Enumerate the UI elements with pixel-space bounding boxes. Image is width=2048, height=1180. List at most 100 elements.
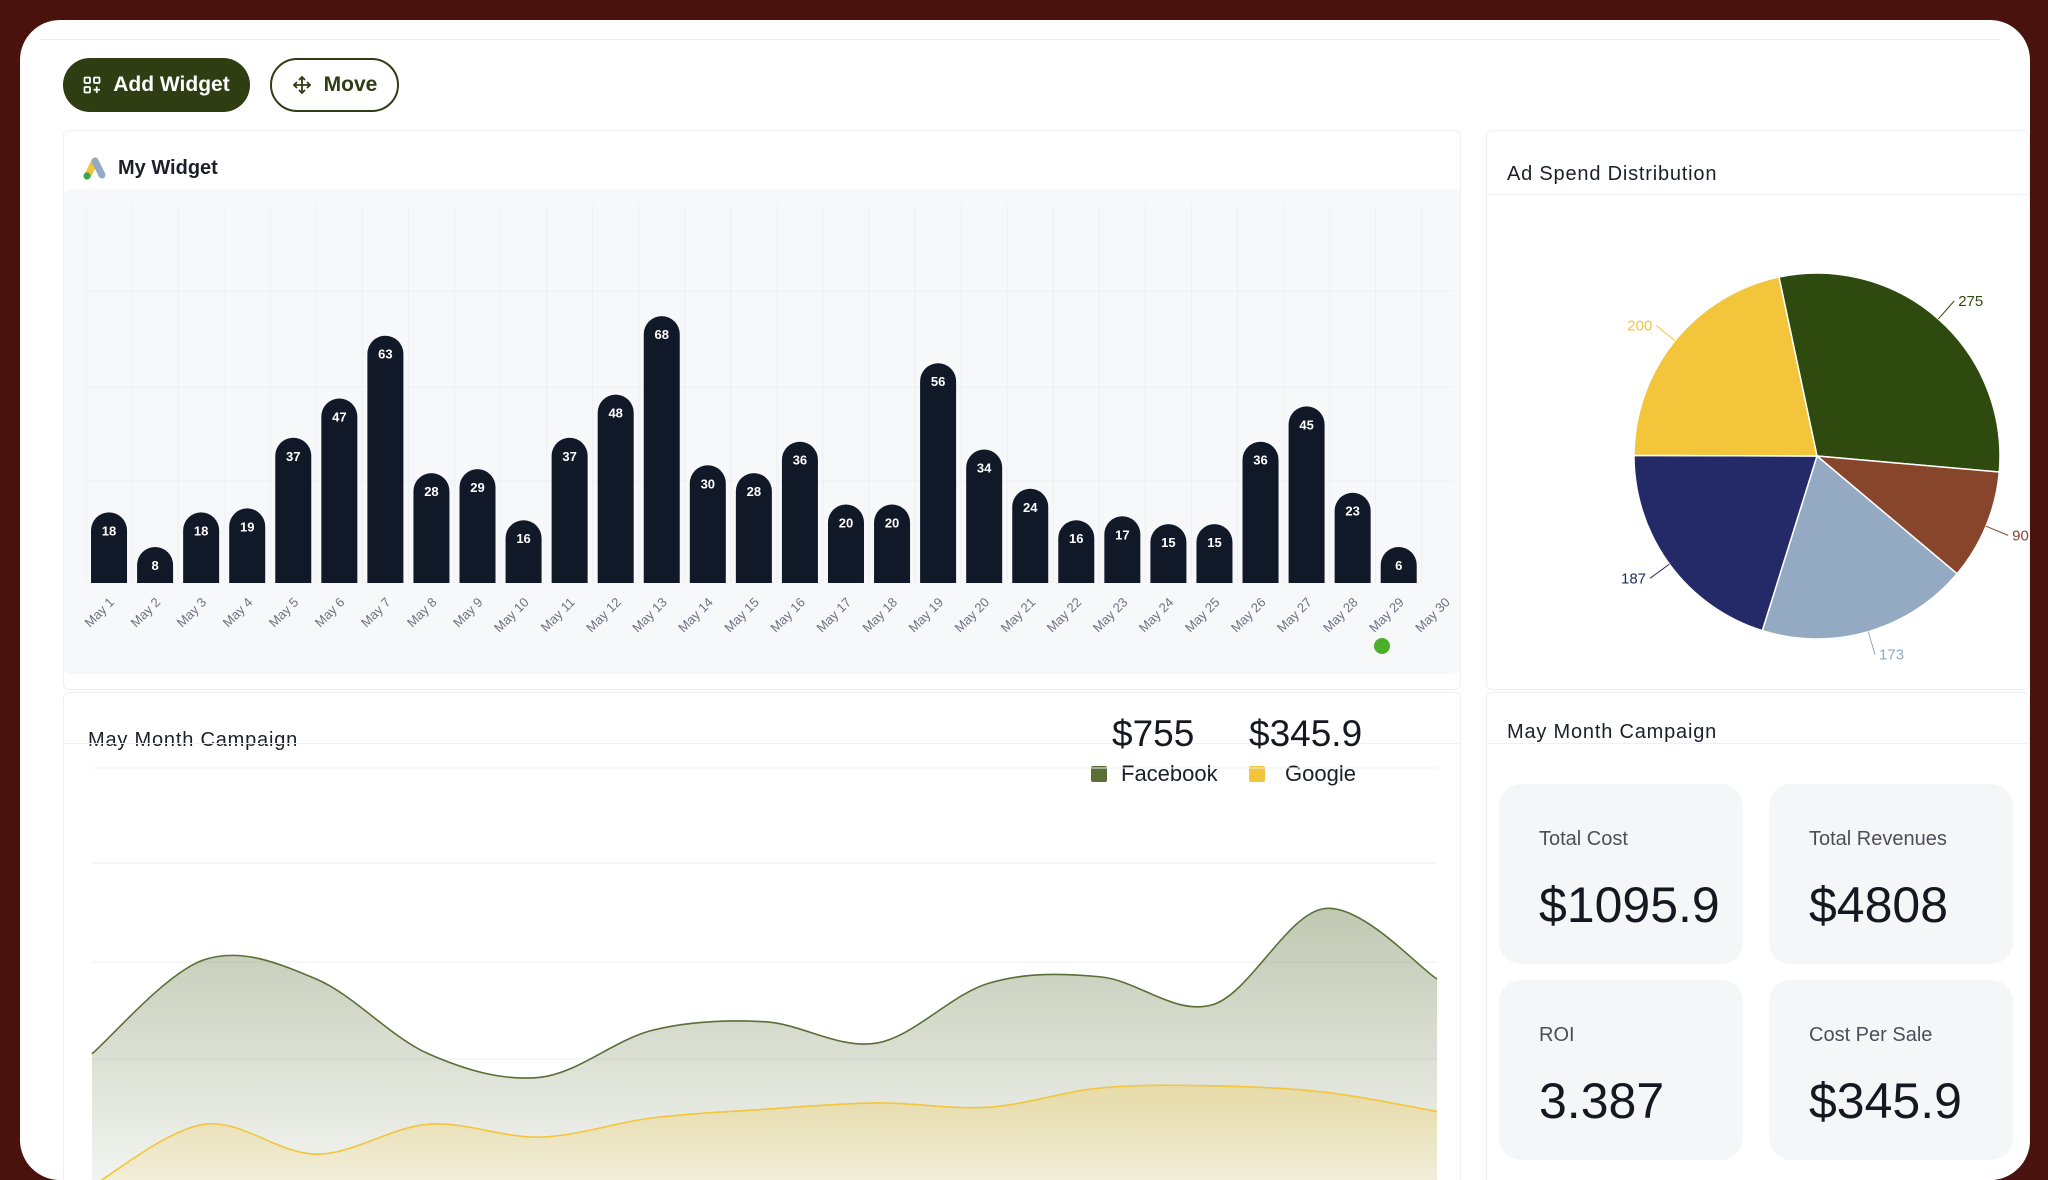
legend-facebook[interactable]: Facebook <box>1091 761 1218 787</box>
bar[interactable] <box>229 508 266 583</box>
bar-value-label: 6 <box>1395 558 1402 573</box>
bar-value-label: 45 <box>1299 417 1313 432</box>
kpi-value: 3.387 <box>1539 1073 1665 1129</box>
campaign-area-chart <box>91 767 1438 1180</box>
x-tick-label: May 24 <box>1136 595 1177 636</box>
bar-value-label: 68 <box>655 327 669 342</box>
x-tick-label: May 2 <box>128 595 164 631</box>
bar[interactable] <box>643 316 680 583</box>
move-button[interactable]: Move <box>270 58 399 112</box>
x-tick-label: May 12 <box>583 595 624 636</box>
bar[interactable] <box>1288 406 1325 583</box>
bar[interactable] <box>966 449 1003 583</box>
bar[interactable] <box>1150 524 1187 583</box>
bar-value-label: 37 <box>562 449 576 464</box>
bar[interactable] <box>551 437 588 583</box>
bar-value-label: 56 <box>931 374 945 389</box>
bar-value-label: 34 <box>977 461 992 476</box>
x-tick-label: May 16 <box>767 595 808 636</box>
x-tick-label: May 18 <box>859 595 900 636</box>
google-swatch <box>1249 766 1265 782</box>
bar[interactable] <box>137 547 174 583</box>
kpi-divider <box>1487 743 2029 744</box>
bar[interactable] <box>1242 441 1279 583</box>
bar[interactable] <box>874 504 911 584</box>
campaign-chart-card: May Month Campaign $755 Facebook $345.9 … <box>63 692 1461 1180</box>
widget-title: My Widget <box>118 157 218 179</box>
bar-value-label: 8 <box>151 558 158 573</box>
bar-value-label: 19 <box>240 519 254 534</box>
bar-value-label: 20 <box>885 516 899 531</box>
bar-value-label: 18 <box>102 523 116 538</box>
kpi-total-cost: Total Cost $1095.9 <box>1499 784 1743 964</box>
facebook-swatch <box>1091 766 1107 782</box>
bar-value-label: 28 <box>424 484 438 499</box>
bar[interactable] <box>1334 492 1371 583</box>
bar[interactable] <box>367 335 404 583</box>
pie-slice[interactable] <box>1814 455 2001 575</box>
x-tick-label: May 20 <box>952 595 993 636</box>
kpi-label: Total Revenues <box>1809 828 1947 850</box>
kpi-card: May Month Campaign Total Cost $1095.9 To… <box>1486 692 2030 1180</box>
bar[interactable] <box>689 465 726 583</box>
bar-value-label: 36 <box>793 453 807 468</box>
grid-add-icon <box>83 76 101 94</box>
pie-slice[interactable] <box>1633 276 1818 457</box>
pie-value-label: 200 <box>1627 318 1652 335</box>
bar[interactable] <box>275 437 312 583</box>
pie-slice[interactable] <box>1778 272 2001 473</box>
kpi-total-revenues: Total Revenues $4808 <box>1769 784 2013 964</box>
pie-label-leader <box>1649 563 1670 579</box>
bar-value-label: 16 <box>1069 531 1083 546</box>
area-line-facebook[interactable] <box>91 907 1438 1079</box>
top-divider <box>40 39 2000 40</box>
x-tick-label: May 25 <box>1182 595 1223 636</box>
bar[interactable] <box>781 441 818 583</box>
bar-value-label: 36 <box>1253 453 1267 468</box>
bar-value-label: 28 <box>747 484 761 499</box>
pie-chart: 275 90 173 187 200 <box>1621 272 2029 664</box>
bar[interactable] <box>413 473 450 583</box>
add-widget-label: Add Widget <box>113 73 230 96</box>
bar[interactable] <box>1380 547 1417 583</box>
kpi-roi: ROI 3.387 <box>1499 980 1743 1160</box>
pie-slice[interactable] <box>1761 454 1959 640</box>
facebook-label: Facebook <box>1121 761 1218 786</box>
bar-value-label: 48 <box>608 406 622 421</box>
x-tick-label: May 11 <box>538 595 578 635</box>
bar[interactable] <box>1196 524 1233 583</box>
move-label: Move <box>323 73 378 96</box>
pie-label-leader <box>1656 325 1676 342</box>
bar-value-label: 63 <box>378 347 392 362</box>
pie-divider <box>1487 194 2029 195</box>
bar[interactable] <box>321 398 358 583</box>
my-widget-card: My Widget 18 May 1 8 May 2 18 May 3 19 May 4 37 M… <box>63 130 1461 690</box>
bar[interactable] <box>183 512 220 583</box>
kpi-label: Cost Per Sale <box>1809 1024 1933 1046</box>
kpi-cost-per-sale: Cost Per Sale $345.9 <box>1769 980 2013 1160</box>
bar[interactable] <box>91 512 128 583</box>
pie-slice[interactable] <box>1633 454 1819 632</box>
bar[interactable] <box>920 363 957 583</box>
bar[interactable] <box>1012 488 1049 583</box>
pie-label-leader <box>1867 631 1876 655</box>
bar[interactable] <box>827 504 864 584</box>
bar[interactable] <box>505 520 542 583</box>
x-tick-label: May 14 <box>675 595 716 636</box>
pie-label-leader <box>1985 525 2009 536</box>
add-widget-button[interactable]: Add Widget <box>63 58 250 112</box>
bar[interactable] <box>1058 520 1095 583</box>
bar-value-label: 20 <box>839 516 853 531</box>
x-tick-label: May 19 <box>905 595 946 636</box>
bar[interactable] <box>1104 516 1141 583</box>
bar[interactable] <box>597 394 634 583</box>
x-tick-label: May 26 <box>1228 595 1269 636</box>
x-tick-label: May 28 <box>1320 595 1361 636</box>
bar-chart-area: 18 May 1 8 May 2 18 May 3 19 May 4 37 May 5 47 May … <box>64 189 1460 674</box>
legend-google[interactable]: Google <box>1249 761 1356 787</box>
bar[interactable] <box>735 473 772 583</box>
status-dot <box>1374 638 1390 654</box>
bar[interactable] <box>459 469 496 583</box>
x-tick-label: May 17 <box>813 595 854 636</box>
bar-value-label: 24 <box>1023 500 1038 515</box>
